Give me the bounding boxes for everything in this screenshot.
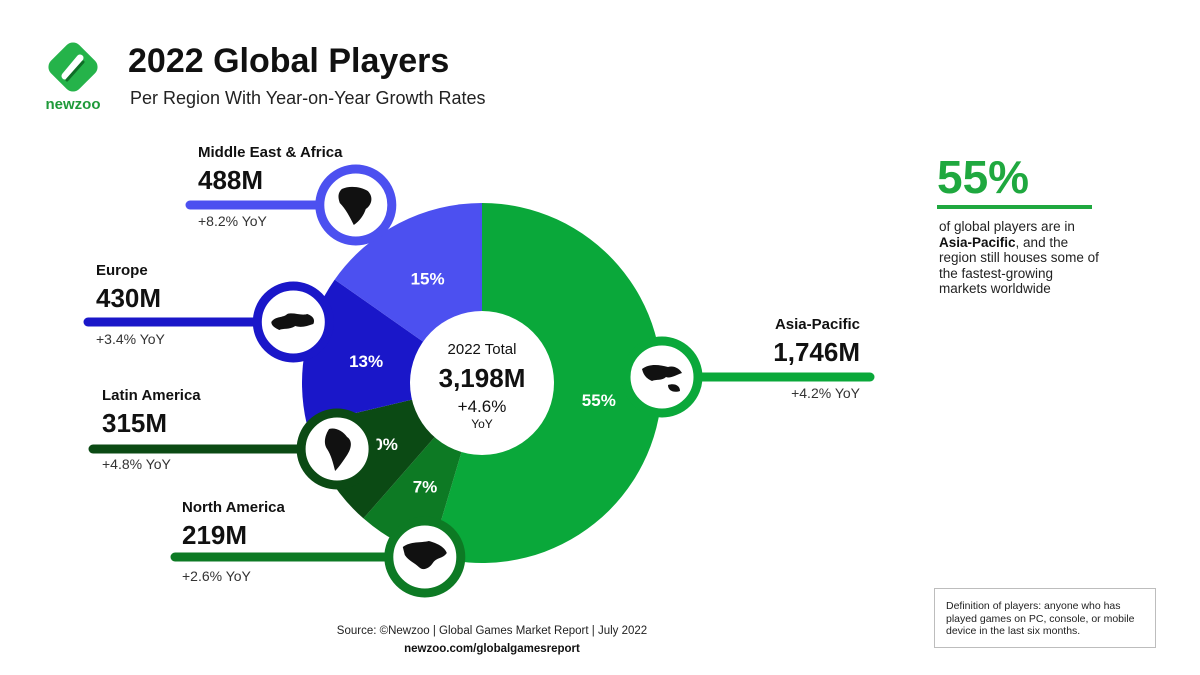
region-name: Asia-Pacific: [774, 316, 860, 333]
region-yoy: +3.4% YoY: [96, 331, 165, 347]
region-name: Europe: [96, 262, 148, 279]
center-growth: +4.6%: [458, 397, 507, 416]
europe-map-icon: [271, 313, 315, 330]
north-america-map-icon: [402, 541, 447, 570]
region-north-america: North America 219M +2.6% YoY: [182, 499, 285, 584]
definition-box: Definition of players: anyone who has pl…: [934, 588, 1156, 648]
callout-percent: 55%: [937, 151, 1030, 203]
newzoo-logo: [42, 36, 104, 98]
callout-highlight: Asia-Pacific: [939, 234, 1016, 250]
region-mea: Middle East & Africa 488M +8.2% YoY: [198, 144, 342, 229]
slice-share-label: 55%: [582, 391, 616, 410]
africa-map-icon: [338, 186, 372, 225]
slice-share-label: 7%: [413, 477, 438, 496]
donut-hole: [410, 311, 554, 455]
region-latam: Latin America 315M +4.8% YoY: [102, 387, 201, 472]
region-yoy: +2.6% YoY: [182, 568, 251, 584]
center-label: 2022 Total: [448, 341, 517, 358]
europe-map-badge: [252, 281, 334, 363]
slice-share-label: 15%: [411, 269, 445, 288]
region-europe: Europe 430M +3.4% YoY: [96, 262, 165, 347]
region-value: 315M: [102, 408, 168, 438]
slice-share-label: 13%: [349, 352, 383, 371]
source-note: Source: ©Newzoo | Global Games Market Re…: [336, 625, 648, 637]
asia-pacific-map-icon: [642, 365, 682, 392]
region-yoy: +8.2% YoY: [198, 213, 267, 229]
latin-america-map-badge: [296, 408, 378, 490]
callout-text-before: of global players are in: [939, 219, 1075, 234]
region-yoy: +4.8% YoY: [102, 456, 171, 472]
footer-url: newzoo.com/globalgamesreport: [404, 643, 580, 655]
page-title: 2022 Global Players: [128, 42, 450, 80]
brand-wordmark: newzoo: [45, 96, 101, 113]
center-total: 3,198M: [439, 363, 526, 393]
region-value: 430M: [96, 283, 162, 313]
north-america-map-badge: [384, 516, 466, 598]
region-asia-pacific: Asia-Pacific 1,746M +4.2% YoY: [760, 316, 860, 401]
callout-text: of global players are in Asia-Pacific, a…: [939, 219, 1104, 297]
region-name: Middle East & Africa: [198, 144, 343, 161]
region-name: North America: [182, 499, 285, 516]
callout-underline: [937, 205, 1092, 209]
region-map-badges: [252, 164, 703, 598]
region-name: Latin America: [102, 387, 201, 404]
callout-text-after: , and the region still houses some of th…: [939, 234, 1099, 297]
asia-pacific-map-badge: [621, 336, 703, 418]
page-subtitle: Per Region With Year-on-Year Growth Rate…: [130, 88, 486, 108]
region-value: 219M: [182, 520, 248, 550]
region-value: 488M: [198, 165, 264, 195]
region-yoy: +4.2% YoY: [791, 385, 860, 401]
region-value: 1,746M: [773, 337, 860, 367]
slice-share-labels: 55%7%10%13%15%: [349, 269, 616, 496]
latin-america-map-icon: [324, 428, 351, 471]
center-growth-unit: YoY: [471, 417, 493, 431]
africa-map-badge: [315, 164, 397, 246]
